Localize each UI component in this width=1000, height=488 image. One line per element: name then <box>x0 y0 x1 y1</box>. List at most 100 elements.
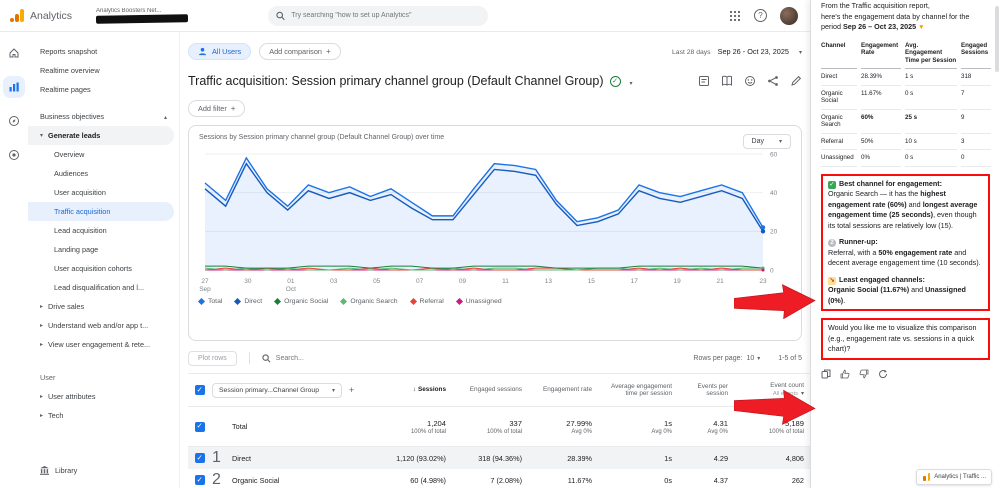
sidebar-item-reports-snapshot[interactable]: Reports snapshot <box>40 47 98 56</box>
panel-scrollbar[interactable] <box>995 6 999 72</box>
sidebar-collection-drive-sales[interactable]: Drive sales <box>28 297 179 316</box>
chevron-down-icon <box>776 138 782 145</box>
add-comparison-button[interactable]: Add comparison <box>259 42 341 60</box>
add-filter-button[interactable]: Add filter <box>188 100 246 117</box>
highlight-box-question: Would you like me to visualize this comp… <box>821 318 990 360</box>
sidebar-item-overview[interactable]: Overview <box>54 150 85 159</box>
search-icon <box>262 353 271 362</box>
sidebar-collection-generate-leads[interactable]: Generate leads <box>28 126 174 145</box>
row-checkbox[interactable] <box>195 475 205 485</box>
advertising-nav[interactable] <box>0 142 28 168</box>
copy-icon[interactable] <box>821 369 831 379</box>
chevron-up-icon <box>164 112 167 121</box>
sidebar-item-user-attributes[interactable]: User attributes <box>28 387 179 406</box>
dimension-select[interactable]: Session primary...Channel Group <box>212 382 342 398</box>
table-search[interactable] <box>262 353 356 363</box>
thumbs-down-icon[interactable] <box>859 369 869 379</box>
legend-unassigned[interactable]: Unassigned <box>455 297 502 306</box>
sidebar-item-landing-page[interactable]: Landing page <box>54 245 99 254</box>
sessions-line-chart: 0 20 40 60 27 Sep 30 01 Oct 03 05 07 09 11 13 15 17 19 21 2… <box>199 151 777 293</box>
granularity-select[interactable]: Day <box>742 134 791 149</box>
table-header-row: Session primary...Channel Group + Sessio… <box>188 373 810 407</box>
sidebar-collection-understand-web[interactable]: Understand web and/or app t... <box>28 316 179 335</box>
users-icon <box>198 47 207 55</box>
sidebar-item-traffic-acquisition[interactable]: Traffic acquisition <box>28 202 174 221</box>
row-checkbox[interactable] <box>195 453 205 463</box>
edit-icon[interactable] <box>790 75 802 87</box>
app-name: Analytics <box>30 9 73 22</box>
highlight-box-insights: ✓ Best channel for engagement: Organic Se… <box>821 173 990 311</box>
legend-organic-search[interactable]: Organic Search <box>340 297 398 306</box>
sidebar-collection-view-engagement[interactable]: View user engagement & rete... <box>28 335 179 354</box>
report-main: All Users Add comparison Last 28 days Se… <box>180 32 810 488</box>
all-users-chip[interactable]: All Users <box>188 42 252 60</box>
column-header-sessions[interactable]: Sessions <box>372 386 454 394</box>
column-header-avg-time[interactable]: Average engagement time per session <box>611 382 672 398</box>
sidebar-item-user-acquisition-cohorts[interactable]: User acquisition cohorts <box>54 264 132 273</box>
svg-text:03: 03 <box>330 278 338 285</box>
sidebar-section-business-objectives[interactable]: Business objectives <box>28 107 179 126</box>
redacted-property-name <box>95 14 189 24</box>
series-marker-icon <box>234 297 242 306</box>
comparison-library-icon[interactable] <box>721 75 733 87</box>
data-quality-check-icon[interactable]: ✓ <box>609 75 621 87</box>
sidebar-item-realtime-overview[interactable]: Realtime overview <box>40 66 100 75</box>
regenerate-icon[interactable] <box>878 369 888 379</box>
search-input[interactable] <box>291 12 480 19</box>
legend-total[interactable]: Total <box>197 297 222 306</box>
assistant-question: Would you like me to visualize this comp… <box>828 323 977 353</box>
context-badge[interactable]: Analytics | Traffic ... <box>916 468 992 485</box>
legend-referral[interactable]: Referral <box>409 297 444 306</box>
point-down-emoji-icon: ▼ <box>918 24 925 31</box>
date-range-picker[interactable]: Last 28 days Sep 26 - Oct 23, 2025 <box>672 47 802 56</box>
channel-name: Organic Social <box>232 475 280 485</box>
sidebar-item-lead-acquisition[interactable]: Lead acquisition <box>54 226 107 235</box>
column-header-rate[interactable]: Engagement rate <box>542 386 592 394</box>
chart-title: Sessions by Session primary channel grou… <box>199 134 445 141</box>
share-icon[interactable] <box>767 75 779 87</box>
account-switcher[interactable]: Analytics Boosters Net... <box>95 8 228 24</box>
sidebar-item-audiences[interactable]: Audiences <box>54 169 89 178</box>
reports-sidebar: Reports snapshot Realtime overview Realt… <box>28 32 180 488</box>
reports-nav[interactable] <box>0 74 28 100</box>
runner-up-section: 2 Runner-up: Referral, with a 50% engagem… <box>828 237 981 267</box>
column-header-engaged[interactable]: Engaged sessions <box>469 386 522 394</box>
sidebar-item-user-acquisition[interactable]: User acquisition <box>54 188 106 197</box>
help-icon[interactable]: ? <box>754 9 767 22</box>
plot-rows-button[interactable]: Plot rows <box>188 350 237 366</box>
legend-direct[interactable]: Direct <box>234 297 262 306</box>
avatar[interactable] <box>780 6 798 25</box>
table-search-input[interactable] <box>275 354 356 362</box>
sidebar-item-tech[interactable]: Tech <box>28 406 179 425</box>
column-header-eps[interactable]: Events per session <box>697 382 728 398</box>
table-row-organic-social: 2 Organic Social 60 (4.98%) 7 (2.08%) 11… <box>188 469 810 488</box>
insights-icon[interactable] <box>698 75 710 87</box>
top-app-bar: Analytics Analytics Boosters Net... ? <box>0 0 810 32</box>
select-all-checkbox[interactable] <box>195 385 205 395</box>
svg-text:17: 17 <box>631 278 639 285</box>
chevron-down-icon[interactable] <box>627 72 633 90</box>
rows-per-page-value[interactable]: 10 <box>746 355 760 362</box>
message-actions <box>821 369 990 379</box>
assistant-text: here's the engagement data by channel fo… <box>821 11 970 32</box>
sessions-over-time-card: Sessions by Session primary channel grou… <box>188 125 802 341</box>
feedback-icon[interactable] <box>744 75 756 87</box>
svg-text:15: 15 <box>588 278 596 285</box>
sidebar-item-lead-disqualification[interactable]: Lead disqualification and l... <box>54 283 145 292</box>
sidebar-item-library[interactable]: Library <box>28 461 77 480</box>
thumbs-up-icon[interactable] <box>840 369 850 379</box>
explore-nav[interactable] <box>0 108 28 134</box>
rows-per-page[interactable]: Rows per page: 10 <box>693 355 760 362</box>
global-search[interactable] <box>268 5 488 26</box>
apps-grid-icon[interactable] <box>729 10 741 22</box>
sidebar-item-realtime-pages[interactable]: Realtime pages <box>40 85 91 94</box>
svg-text:11: 11 <box>502 278 509 285</box>
date-preset: Last 28 days <box>672 48 711 56</box>
row-checkbox[interactable] <box>195 421 205 432</box>
account-name: Analytics Boosters Net... <box>96 8 162 14</box>
add-dimension-button[interactable]: + <box>349 385 355 395</box>
series-marker-icon <box>274 297 282 306</box>
legend-organic-social[interactable]: Organic Social <box>274 297 328 306</box>
home-nav[interactable] <box>0 40 28 66</box>
